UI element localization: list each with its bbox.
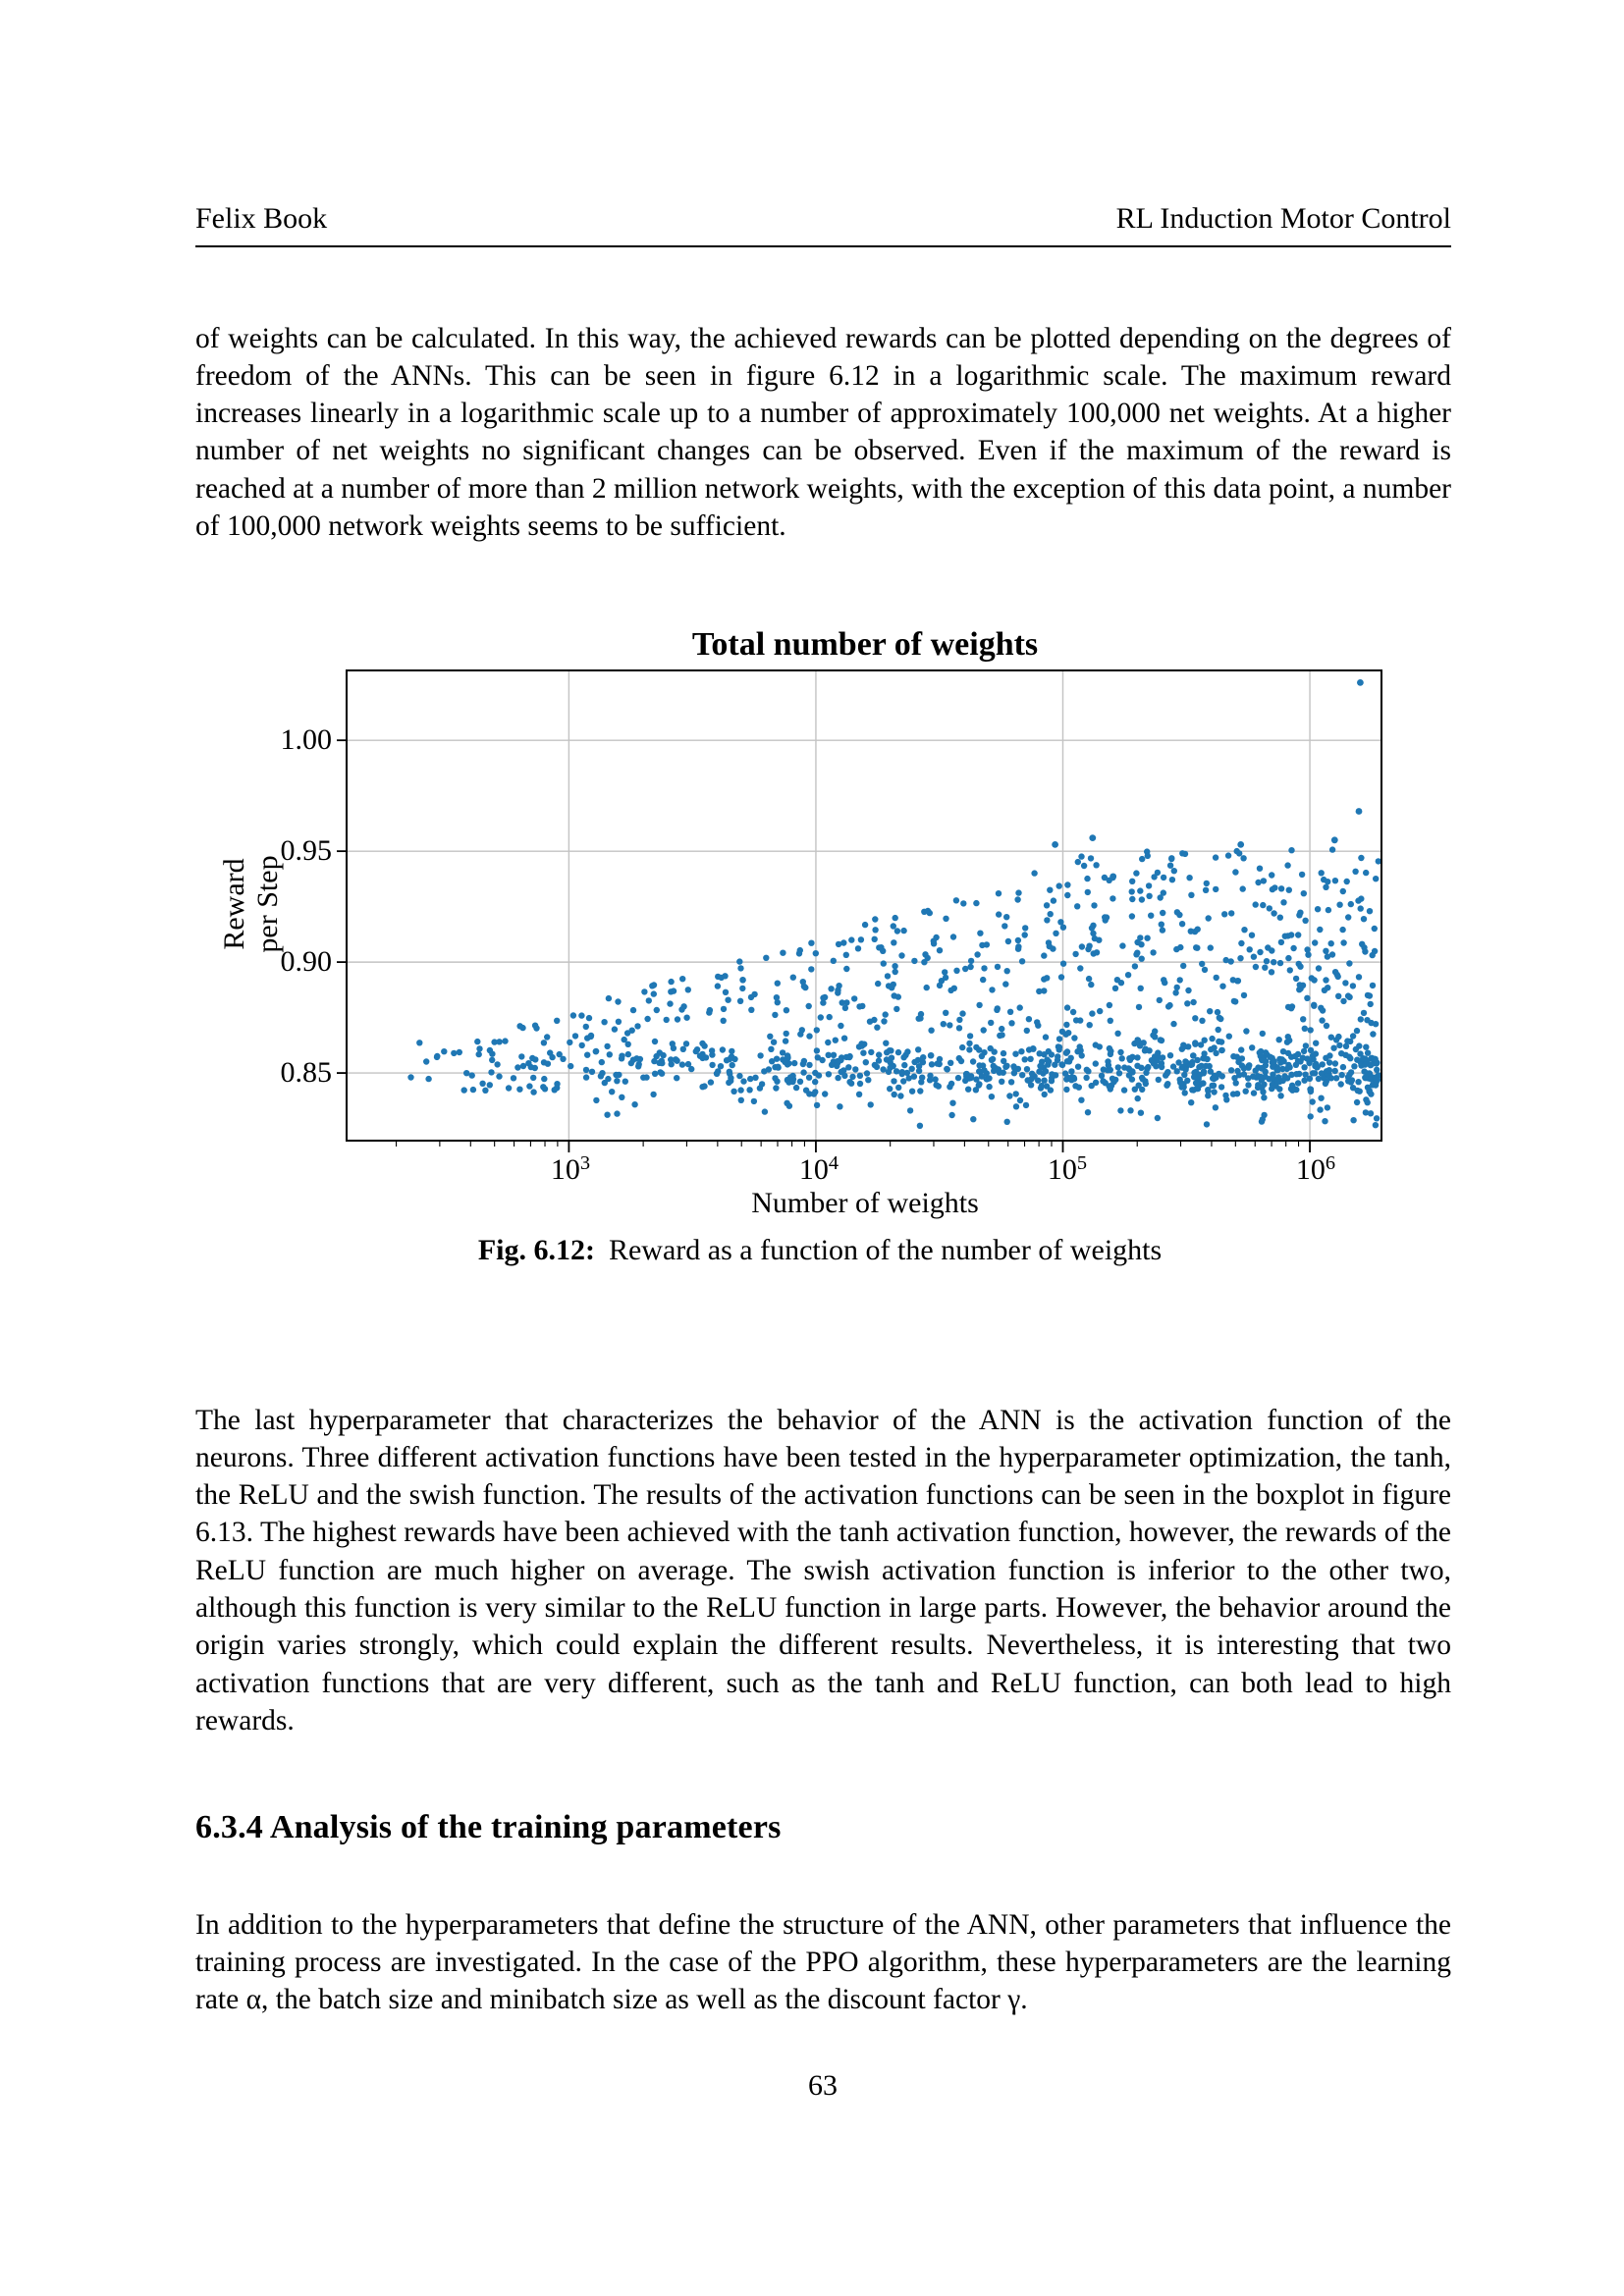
page-number: 63	[808, 2069, 838, 2102]
figure-caption: Fig. 6.12: Reward as a function of the nu…	[478, 1234, 1162, 1267]
y-tick-label: 0.95	[280, 834, 333, 867]
x-tick-label: 106	[1295, 1152, 1336, 1187]
paragraph-activation: The last hyperparameter that characteriz…	[195, 1404, 1451, 1736]
x-axis-label: Number of weights	[751, 1187, 979, 1219]
paragraph-training-params: In addition to the hyperparameters that …	[195, 1908, 1451, 2016]
header-rule	[195, 245, 1451, 247]
header-author: Felix Book	[195, 202, 328, 235]
plot-frame	[346, 669, 1382, 1142]
x-tick-label: 105	[1047, 1152, 1088, 1187]
y-axis-label: Reward per Step	[218, 855, 284, 953]
chart-title: Total number of weights	[691, 626, 1039, 663]
x-tick-label: 104	[798, 1152, 839, 1187]
y-tick-label: 0.90	[280, 945, 333, 978]
data-points	[407, 679, 1382, 1129]
figure-caption-label: Fig. 6.12:	[477, 1234, 595, 1266]
y-tick-label: 0.85	[280, 1056, 333, 1089]
section-heading: 6.3.4 Analysis of the training parameter…	[195, 1809, 782, 1845]
gridlines	[347, 670, 1381, 1141]
axis-ticks	[337, 739, 1311, 1152]
paragraph-weights: of weights can be calculated. In this wa…	[195, 322, 1451, 542]
figure-caption-text: Reward as a function of the number of we…	[608, 1234, 1163, 1266]
y-tick-label: 1.00	[280, 723, 333, 756]
scatter-plot	[337, 669, 1382, 1152]
header-title: RL Induction Motor Control	[1115, 202, 1451, 235]
x-tick-label: 103	[550, 1152, 591, 1187]
